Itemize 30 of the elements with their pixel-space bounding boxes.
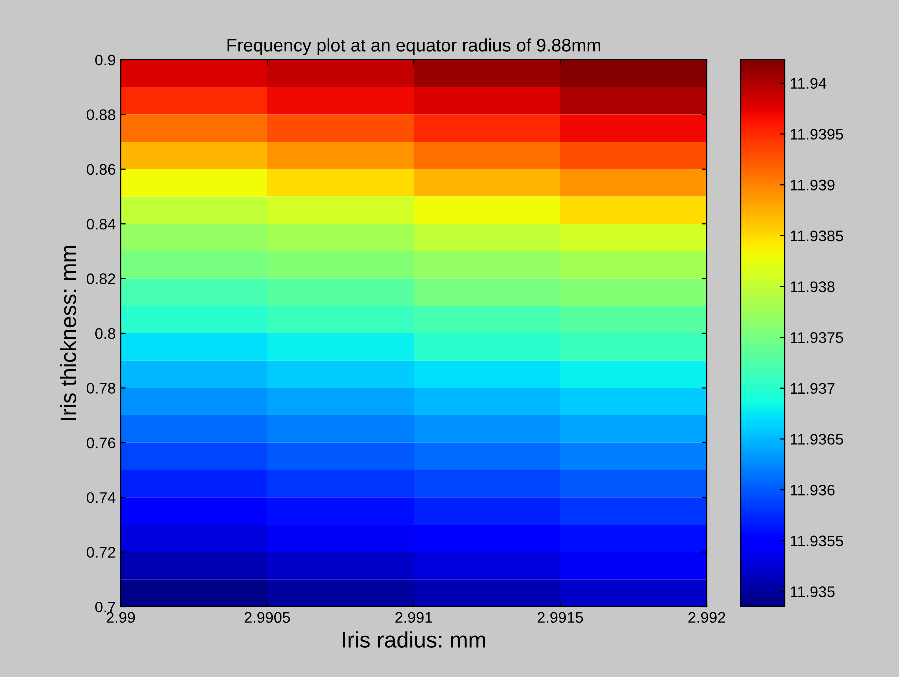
x-tick-label: 2.9915 bbox=[538, 612, 584, 624]
x-tick-label: 2.99 bbox=[106, 612, 136, 624]
y-tick-label: 0.86 bbox=[87, 164, 116, 176]
color-bar-label: 11.9395 bbox=[791, 129, 844, 140]
color-bar-label: 11.94 bbox=[791, 78, 827, 90]
x-axis-title: Iris radius: mm bbox=[343, 632, 486, 648]
y-tick-label: 0.74 bbox=[87, 492, 116, 504]
y-tick-label: 0.9 bbox=[96, 54, 116, 66]
color-bar-label: 11.937 bbox=[791, 383, 835, 394]
y-tick-label: 0.76 bbox=[87, 438, 116, 449]
y-tick-label: 0.88 bbox=[87, 110, 116, 120]
color-bar-label: 11.9385 bbox=[791, 230, 844, 242]
color-bar-label: 11.9375 bbox=[791, 332, 844, 344]
x-tick-label: 2.992 bbox=[688, 612, 726, 624]
color-bar-label: 11.938 bbox=[791, 282, 835, 292]
color-bar-label: 11.936 bbox=[791, 484, 835, 496]
y-axis-title: Iris thickness: mm bbox=[60, 246, 76, 420]
color-bar-label: 11.935 bbox=[791, 586, 835, 598]
y-tick-label: 0.7 bbox=[96, 602, 116, 613]
x-tick-label: 2.9905 bbox=[244, 612, 290, 624]
y-tick-label: 0.8 bbox=[96, 328, 116, 340]
y-tick-label: 0.72 bbox=[87, 547, 116, 558]
color-bar-label: 11.9365 bbox=[791, 434, 844, 445]
y-tick-label: 0.84 bbox=[87, 218, 116, 230]
y-tick-label: 0.82 bbox=[87, 274, 116, 284]
color-bar-label: 11.939 bbox=[791, 180, 835, 191]
x-tick-label: 2.991 bbox=[396, 612, 432, 624]
y-tick-label: 0.78 bbox=[87, 383, 116, 394]
color-bar-label: 11.9355 bbox=[791, 536, 844, 547]
chart-title: Frequency plot at an equator radius of 9.88mm bbox=[228, 38, 601, 56]
